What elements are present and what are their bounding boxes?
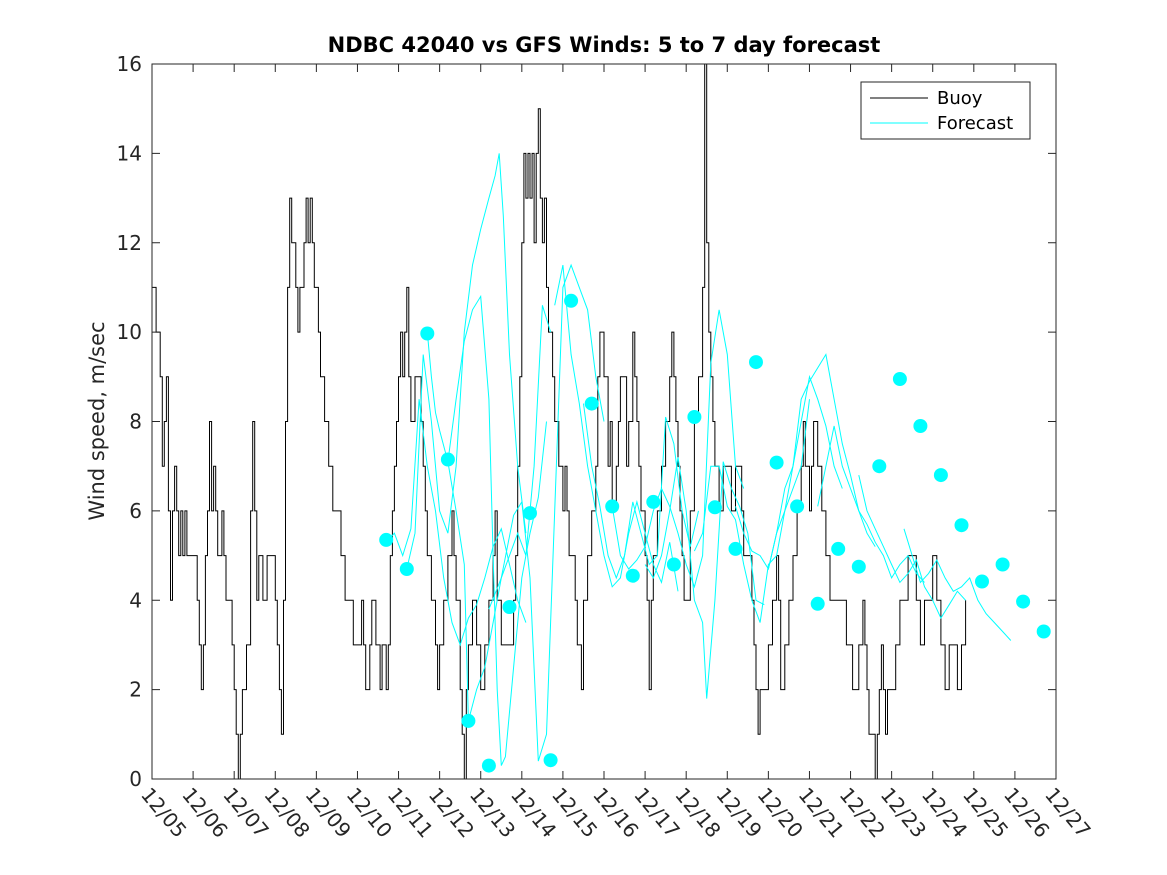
legend-label-buoy: Buoy <box>937 88 983 109</box>
y-axis-label: Wind speed, m/sec <box>85 321 109 520</box>
forecast-marker <box>749 355 763 370</box>
series-forecast-line <box>554 265 679 592</box>
x-tick-label: 12/16 <box>588 783 643 843</box>
series-forecast-line <box>426 305 552 722</box>
series-forecast-line <box>611 309 745 589</box>
marker-layer <box>379 293 1051 773</box>
forecast-marker <box>440 452 455 467</box>
y-tick-label: 8 <box>129 410 142 434</box>
x-tick-label: 12/21 <box>794 783 849 843</box>
forecast-marker <box>851 559 866 574</box>
forecast-marker <box>687 410 702 424</box>
forecast-marker <box>728 541 743 556</box>
x-tick-label: 12/25 <box>958 783 1013 843</box>
forecast-marker <box>646 494 661 509</box>
forecast-marker <box>1016 594 1031 609</box>
x-tick-label: 12/06 <box>177 783 232 843</box>
forecast-marker <box>707 500 722 515</box>
forecast-marker <box>523 506 537 521</box>
x-tick-label: 12/15 <box>547 783 602 843</box>
forecast-marker <box>564 293 579 308</box>
legend-box <box>860 81 1031 140</box>
x-tick-label: 12/20 <box>753 783 808 843</box>
forecast-marker <box>995 557 1010 572</box>
x-tick-label: 12/26 <box>999 783 1054 843</box>
y-tick-label: 12 <box>117 231 142 255</box>
y-tick-label: 2 <box>129 678 142 702</box>
y-tick-label: 0 <box>129 767 142 791</box>
forecast-marker <box>975 574 989 589</box>
x-tick-label: 12/08 <box>259 783 314 843</box>
forecast-marker <box>666 557 681 572</box>
y-tick-label: 10 <box>117 320 142 344</box>
forecast-marker <box>605 499 620 514</box>
series-forecast-line <box>644 457 765 699</box>
series-forecast-line <box>767 353 876 570</box>
series-forecast-line <box>385 399 527 647</box>
series-forecast-line <box>858 474 966 620</box>
forecast-marker <box>769 455 784 470</box>
forecast-marker <box>502 600 517 614</box>
forecast-marker <box>481 758 496 773</box>
forecast-marker <box>790 499 805 514</box>
series-forecast-line <box>903 528 1012 641</box>
x-tick-label: 12/24 <box>917 783 972 843</box>
forecast-marker <box>892 372 907 386</box>
x-tick-label: 12/13 <box>465 783 520 843</box>
x-tick-label: 12/09 <box>301 783 356 843</box>
forecast-marker <box>379 532 394 547</box>
legend-label-forecast: Forecast <box>937 113 1013 134</box>
forecast-marker <box>420 326 435 341</box>
x-tick-label: 12/05 <box>136 783 191 843</box>
legend: Buoy Forecast <box>860 81 1031 140</box>
forecast-marker <box>913 419 928 433</box>
x-tick-label: 12/27 <box>1040 783 1095 843</box>
x-axis: 12/0512/0612/0712/0812/0912/1012/1112/12… <box>136 64 1096 843</box>
y-tick-label: 14 <box>117 141 142 165</box>
forecast-marker <box>872 459 887 474</box>
series-forecast-line <box>583 403 699 580</box>
forecast-marker <box>543 753 558 768</box>
forecast-marker <box>954 518 969 533</box>
x-tick-label: 12/19 <box>711 783 766 843</box>
x-tick-label: 12/22 <box>835 783 890 843</box>
forecast-marker <box>831 541 846 556</box>
x-tick-label: 12/12 <box>424 783 479 843</box>
series-forecast-line <box>735 374 843 571</box>
x-tick-label: 12/23 <box>876 783 931 843</box>
forecast-marker <box>461 713 476 728</box>
forecast-marker <box>399 562 414 576</box>
series-buoy-line <box>152 64 967 779</box>
x-tick-label: 12/18 <box>670 783 725 843</box>
forecast-marker <box>584 396 599 411</box>
y-axis: 0 2 4 6 8 10 12 14 16 <box>117 52 1056 791</box>
x-tick-label: 12/14 <box>506 783 561 843</box>
x-tick-label: 12/17 <box>629 783 684 843</box>
forecast-marker <box>1036 624 1051 639</box>
series-forecast-line <box>693 399 810 623</box>
series-forecast-line <box>406 153 527 570</box>
forecast-marker <box>625 568 640 583</box>
y-tick-label: 16 <box>117 52 142 76</box>
series-forecast-line <box>817 425 925 583</box>
x-tick-label: 12/07 <box>218 783 273 843</box>
x-tick-label: 12/11 <box>383 783 438 843</box>
series-layer <box>152 64 1012 779</box>
y-tick-label: 4 <box>129 588 142 612</box>
chart-title: NDBC 42040 vs GFS Winds: 5 to 7 day fore… <box>328 33 881 57</box>
forecast-marker <box>933 468 948 483</box>
y-tick-label: 6 <box>129 499 142 523</box>
x-tick-label: 12/10 <box>342 783 397 843</box>
forecast-marker <box>810 596 825 611</box>
series-forecast-line <box>488 263 605 762</box>
